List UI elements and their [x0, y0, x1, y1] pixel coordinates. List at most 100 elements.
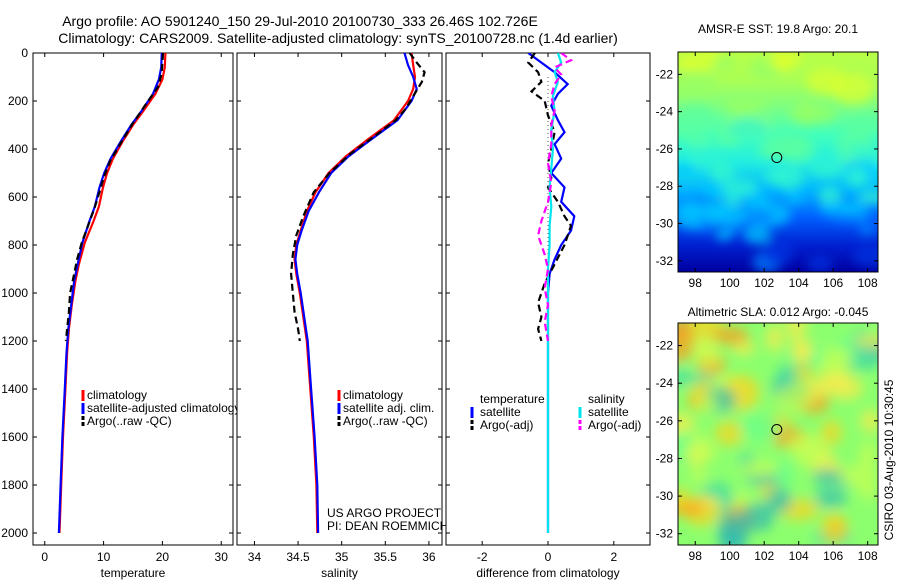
sst_map-lat-tick-label: -32 — [656, 254, 674, 268]
sst-blob — [740, 207, 773, 227]
depth-tick-label: 200 — [8, 94, 28, 108]
sst-blob — [681, 61, 708, 73]
difference-x-tick-label: 2 — [610, 550, 617, 564]
difference-legend-group-title: salinity — [588, 392, 625, 406]
sst_map-field — [678, 52, 878, 272]
sla-blob — [858, 441, 877, 470]
salinity-x-tick-label: 35 — [335, 550, 349, 564]
sst-blob — [743, 225, 771, 244]
sla-blob — [712, 326, 749, 346]
sla_map-frame — [677, 322, 879, 546]
salinity-legend-label: climatology — [343, 388, 403, 402]
sla-blob — [829, 375, 863, 401]
sst_map-lat-tick-label: -28 — [656, 179, 674, 193]
difference-x-axis-label: difference from climatology — [476, 566, 619, 580]
sla_map-profile-marker — [771, 423, 783, 435]
sla-blob — [719, 524, 747, 545]
depth-tick-label: 1800 — [1, 478, 28, 492]
temperature-x-tick-label: 20 — [156, 550, 170, 564]
sla-blob — [853, 334, 878, 349]
salinity-axes-frame — [236, 52, 443, 546]
sla-blob — [766, 487, 792, 514]
sla-blob — [794, 346, 810, 364]
sla-blob — [776, 364, 798, 386]
sst_map-lat-tick-label: -30 — [656, 217, 674, 231]
sla-blob — [815, 478, 850, 495]
timestamp-side-label: CSIRO 03-Aug-2010 10:30:45 — [882, 379, 896, 540]
figure-title-line1: Argo profile: AO 5901240_150 29-Jul-2010… — [62, 13, 538, 29]
sst-blob — [847, 145, 878, 157]
salinity-x-tick-label: 34.5 — [286, 550, 310, 564]
sla-blob — [786, 323, 807, 342]
sla-blob — [685, 440, 717, 463]
sst-blob — [818, 201, 854, 215]
sla-blob — [739, 412, 781, 443]
depth-tick-label: 400 — [8, 142, 28, 156]
sst_map-panel: AMSR-E SST: 19.8 Argo: 20.1 98 100 102 104 10… — [656, 22, 879, 290]
temperature-panel: 0 10 20 30 temperature climatologysatellite-a… — [32, 52, 240, 580]
sla-blob — [860, 409, 878, 433]
temperature-x-tick-label: 30 — [215, 550, 229, 564]
temperature-x-axis-label: temperature — [101, 566, 166, 580]
difference-legend-group-title: temperature — [480, 392, 545, 406]
sla-blob — [678, 326, 695, 362]
sst-blob — [775, 53, 797, 74]
depth-tick-label: 2000 — [1, 526, 28, 540]
temperature-axes-frame — [32, 52, 234, 546]
salinity-legend-label: satellite adj. clim. — [343, 401, 434, 415]
sla-blob — [689, 468, 709, 483]
salinity-x-tick-label: 36 — [422, 550, 436, 564]
sla_map-lat-tick-label: -28 — [656, 451, 674, 465]
depth-tick-label: 1000 — [1, 286, 28, 300]
depth-tick-label: 600 — [8, 190, 28, 204]
sst_map-lon-tick-label: 104 — [789, 276, 809, 290]
sst-blob — [715, 228, 733, 241]
sla_map-lon-tick-label: 104 — [789, 549, 809, 563]
depth-tick-label: 1400 — [1, 382, 28, 396]
sla-blob — [813, 492, 848, 507]
sst_map-profile-marker — [771, 152, 783, 164]
sst-blob — [722, 98, 757, 113]
sst-blob — [762, 236, 794, 267]
sla_map-lon-tick-label: 108 — [858, 549, 878, 563]
sst-blob — [684, 135, 714, 147]
difference-series-salinity-argo-adj- — [536, 53, 574, 342]
salinity-x-axis-label: salinity — [321, 566, 358, 580]
sst-blob — [806, 255, 834, 272]
sst_map-lat-tick-label: -26 — [656, 142, 674, 156]
sst-blob — [796, 97, 816, 125]
temperature-x-tick-label: 0 — [41, 550, 48, 564]
sst-blob — [808, 159, 845, 177]
sst-blob — [678, 104, 715, 134]
temperature-x-tick-label: 10 — [97, 550, 111, 564]
sst_map-title: AMSR-E SST: 19.8 Argo: 20.1 — [698, 22, 858, 36]
sst_map-lon-tick-label: 100 — [720, 276, 740, 290]
sla_map-lat-tick-label: -32 — [656, 527, 674, 541]
sst-blob — [818, 186, 842, 206]
sla-blob — [698, 340, 721, 368]
sst-blob — [701, 52, 721, 62]
sla-blob — [697, 394, 719, 412]
depth-tick-label: 0 — [21, 46, 28, 60]
salinity-annotation-line: US ARGO PROJECT — [327, 506, 442, 520]
sla_map-lon-tick-label: 102 — [754, 549, 774, 563]
sla-blob — [818, 347, 855, 374]
sla-blob — [812, 468, 843, 482]
sst_map-frame — [677, 51, 879, 273]
sla-blob — [714, 420, 744, 446]
sst_map-lon-tick-label: 106 — [823, 276, 843, 290]
salinity-legend-label: Argo(..raw -QC) — [343, 414, 428, 428]
sla_map-lat-tick-label: -24 — [656, 376, 674, 390]
sst-blob — [678, 70, 719, 96]
sla_map-lat-tick-label: -30 — [656, 489, 674, 503]
sla-blob — [820, 419, 842, 445]
sst_map-lat-tick-label: -22 — [656, 67, 674, 81]
temperature-series-argo-raw-qc- — [64, 53, 165, 342]
sla-blob — [776, 458, 794, 489]
sla_map-lat-tick-label: -22 — [656, 339, 674, 353]
sla_map-title: Altimetric SLA: 0.012 Argo: -0.045 — [688, 305, 869, 319]
sla-blob — [821, 512, 847, 545]
sst-blob — [846, 167, 868, 187]
